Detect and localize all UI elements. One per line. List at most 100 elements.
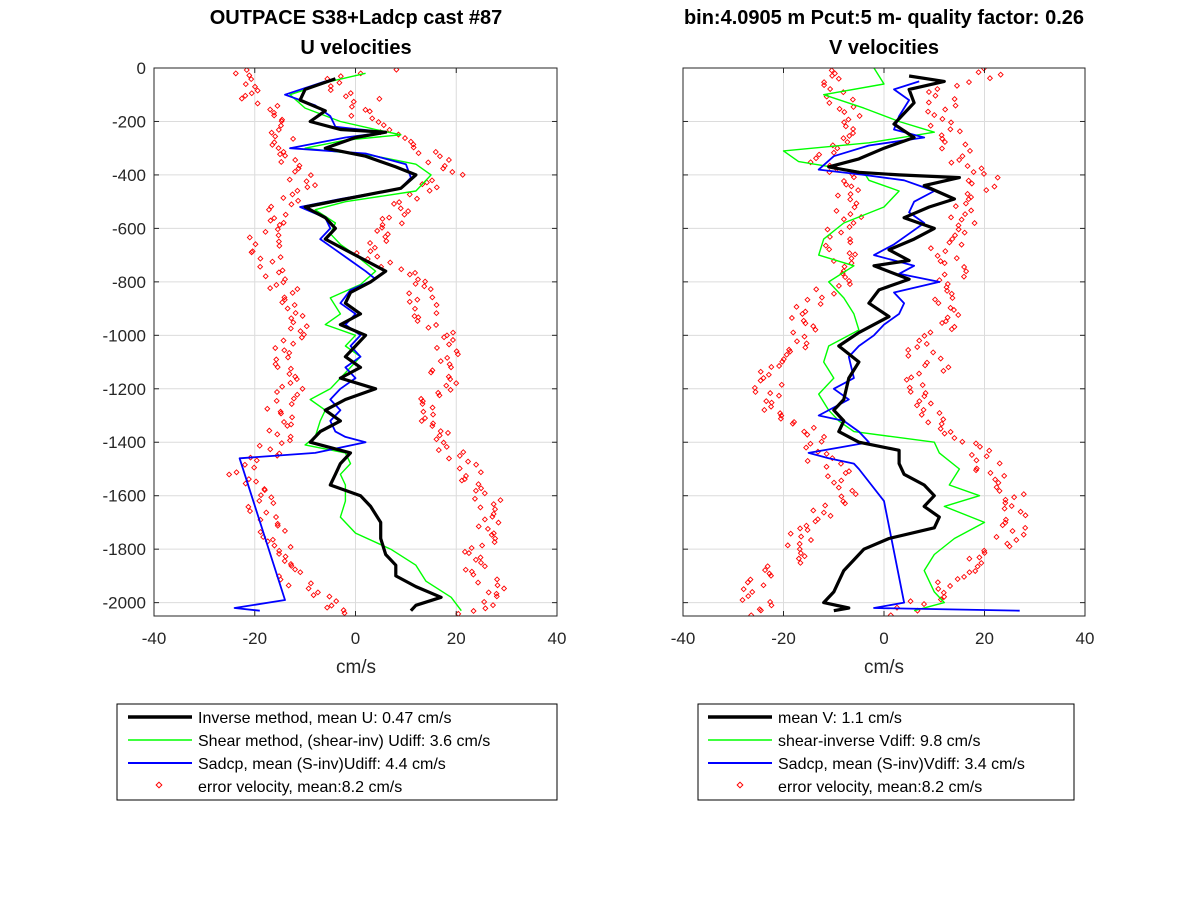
error-velocity-marker [964,190,971,197]
error-velocity-marker [382,233,389,240]
error-velocity-marker [475,579,482,586]
error-velocity-marker [1008,502,1015,510]
error-velocity-marker [847,211,854,218]
error-velocity-marker [903,376,910,383]
error-velocity-marker [850,174,857,181]
error-velocity-marker [972,467,980,474]
error-velocity-marker [925,88,932,96]
error-velocity-marker [278,440,285,447]
error-velocity-marker [460,449,467,456]
error-velocity-marker [972,440,980,447]
error-velocity-marker [453,380,460,387]
error-velocity-marker [273,281,280,288]
error-velocity-marker [948,159,955,166]
error-velocity-marker [342,93,349,100]
error-velocity-marker [290,395,297,402]
error-velocity-marker [826,246,833,253]
error-velocity-marker [447,386,454,393]
error-velocity-marker [268,129,275,136]
error-velocity-marker [456,452,463,459]
error-velocity-marker [429,404,436,411]
error-velocity-marker [246,72,253,79]
error-velocity-marker [292,566,299,573]
error-velocity-marker [948,290,955,297]
error-velocity-marker [740,586,747,593]
error-velocity-marker [739,596,746,604]
error-velocity-marker [818,438,825,445]
error-velocity-marker [973,457,980,464]
error-velocity-marker [751,384,758,391]
error-velocity-marker [932,92,939,99]
error-velocity-marker [288,315,295,322]
error-velocity-marker [940,589,947,596]
error-velocity-marker [426,187,433,194]
error-velocity-marker [371,244,378,251]
error-velocity-marker [406,191,413,198]
error-velocity-marker [254,100,261,107]
error-velocity-marker [972,567,979,575]
error-velocity-marker [437,358,444,365]
error-velocity-marker [757,607,764,614]
error-velocity-marker [262,273,269,280]
error-velocity-marker [965,79,973,86]
error-velocity-marker [768,403,775,410]
error-velocity-marker [934,86,941,93]
error-velocity-marker [287,365,294,372]
error-velocity-marker [274,226,281,233]
error-velocity-marker [845,116,852,123]
error-velocity-marker [941,260,948,267]
error-velocity-marker [440,439,447,446]
error-velocity-marker [265,206,272,213]
error-velocity-marker [761,406,768,413]
error-velocity-marker [966,555,973,562]
error-velocity-marker [797,550,804,557]
error-velocity-marker [947,126,954,133]
legend-label-error-u: error velocity, mean:8.2 cm/s [198,779,402,796]
error-velocity-marker [959,153,966,160]
error-velocity-marker [253,478,260,485]
error-velocity-marker [961,263,968,271]
error-velocity-marker [949,235,956,243]
error-velocity-marker [435,389,442,396]
error-velocity-marker [292,156,299,164]
series-error-velocity-v [739,68,1029,616]
error-velocity-marker [257,255,264,262]
error-velocity-marker [280,219,287,226]
error-velocity-marker [986,447,993,454]
error-velocity-marker [955,222,962,229]
error-velocity-marker [943,284,950,291]
error-velocity-marker [267,446,274,453]
error-velocity-marker [433,344,440,351]
error-velocity-marker [916,398,923,405]
error-velocity-marker [376,95,383,102]
error-velocity-marker [905,352,912,359]
error-velocity-marker [976,443,984,450]
error-velocity-marker [855,187,862,194]
error-velocity-marker [852,251,859,258]
error-velocity-marker [284,305,291,312]
error-velocity-marker [812,518,819,525]
error-velocity-marker [778,381,785,388]
error-velocity-marker [847,239,854,246]
x-tick-label-u: 40 [548,629,567,648]
error-velocity-marker [975,69,982,76]
error-velocity-marker [810,323,817,330]
error-velocity-marker [951,232,959,239]
error-velocity-marker [844,138,851,146]
error-velocity-marker [948,326,955,333]
error-velocity-marker [823,463,830,470]
error-velocity-marker [274,431,281,438]
error-velocity-marker [905,346,912,353]
error-velocity-marker [286,349,293,356]
error-velocity-marker [279,267,286,274]
error-velocity-marker [418,417,425,425]
error-velocity-marker [282,211,289,218]
error-velocity-marker [962,211,969,218]
error-velocity-marker [276,221,283,229]
error-velocity-marker [477,554,484,561]
error-velocity-marker [853,200,860,207]
error-velocity-marker [983,453,990,460]
error-velocity-marker [419,400,426,407]
x-tick-label-u: 20 [447,629,466,648]
error-velocity-marker [925,99,932,106]
